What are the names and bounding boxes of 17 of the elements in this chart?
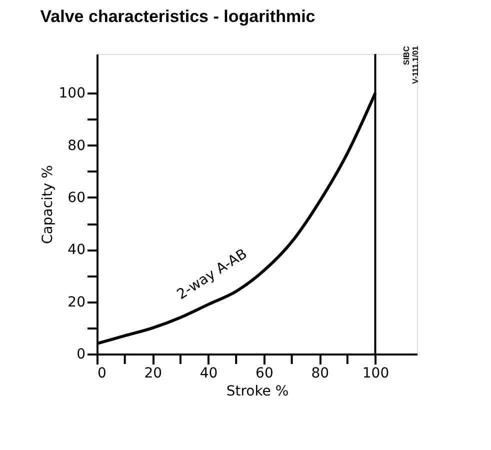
annotation: V-111.1/01 <box>411 45 420 84</box>
y-tick-label: 20 <box>68 294 86 310</box>
y-tick-label: 100 <box>58 86 86 102</box>
x-tick-label: 20 <box>144 366 162 382</box>
x-tick-label: 0 <box>98 366 106 382</box>
y-tick-label: 80 <box>68 138 86 154</box>
y-axis-title: Capacity % <box>40 165 56 244</box>
y-tick-label: 0 <box>76 346 86 362</box>
y-tick-label: 40 <box>68 242 86 258</box>
x-axis-title: Stroke % <box>226 384 289 400</box>
x-tick-label: 60 <box>256 366 274 382</box>
y-tick-label: 60 <box>68 190 86 206</box>
x-tick-label: 80 <box>311 366 330 382</box>
annotation: SIBC <box>402 46 411 66</box>
chart-title: Valve characteristics - logarithmic <box>40 7 316 26</box>
x-tick-label: 40 <box>200 366 218 382</box>
x-tick-label: 100 <box>362 366 390 382</box>
